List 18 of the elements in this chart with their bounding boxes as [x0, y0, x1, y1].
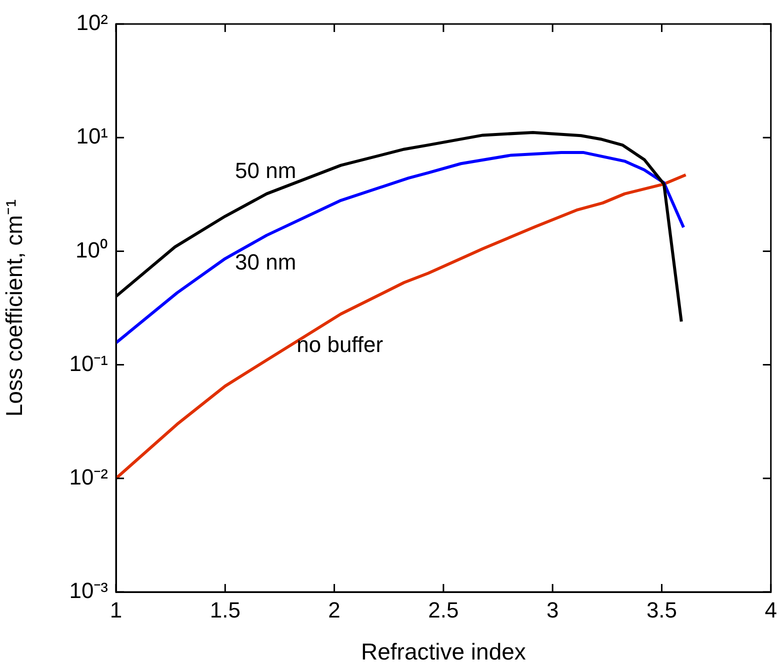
series-label: 50 nm: [235, 158, 296, 183]
series-label: 30 nm: [235, 249, 296, 274]
y-tick-label: 10⁻²: [69, 464, 108, 490]
series-label: no buffer: [296, 332, 384, 358]
y-axis-title: Loss coefficient, cm⁻¹: [1, 199, 28, 417]
y-tick-label: 10²: [76, 10, 108, 36]
x-tick-label: 1: [110, 597, 122, 622]
x-tick-label: 2: [328, 597, 340, 622]
x-tick-label: 3.5: [646, 597, 678, 622]
y-tick-label: 10¹: [76, 124, 108, 149]
x-tick-label: 2.5: [428, 597, 459, 622]
x-tick-label: 3: [546, 597, 559, 622]
y-tick-label: 10⁰: [76, 237, 108, 262]
y-tick-label: 10⁻¹: [69, 350, 108, 376]
x-axis-title: Refractive index: [360, 638, 526, 665]
x-tick-label: 1.5: [210, 597, 240, 622]
y-tick-label: 10⁻³: [69, 578, 108, 604]
x-tick-label: 4: [764, 597, 778, 622]
